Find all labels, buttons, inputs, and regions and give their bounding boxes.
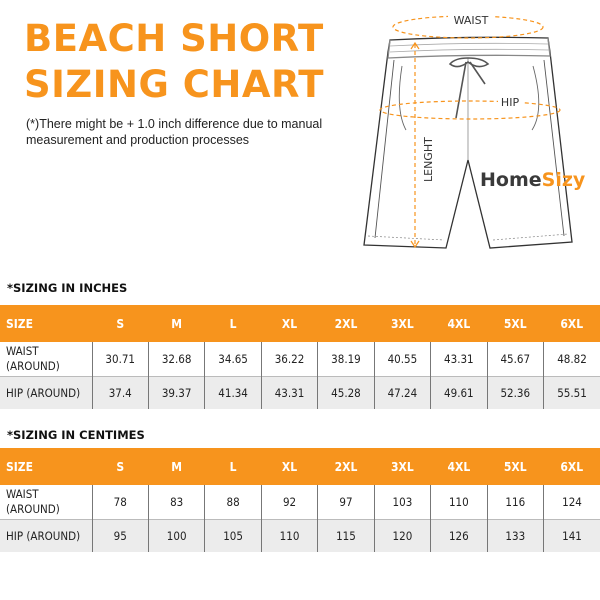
measurement-cell: 97 (317, 485, 375, 520)
measurement-cell: 110 (260, 519, 318, 552)
inches-heading: *SIZING IN INCHES (7, 281, 128, 295)
size-column-header: 5XL (487, 305, 544, 342)
size-column-header: 6XL (543, 305, 600, 342)
hip-label: HIP (501, 96, 520, 109)
measurement-cell: 41.34 (204, 376, 262, 409)
drawstring (448, 57, 490, 119)
measurement-cell: 38.19 (317, 342, 375, 377)
measurement-cell: 52.36 (486, 376, 544, 409)
size-column-header: S (92, 305, 149, 342)
size-header: SIZE (0, 305, 92, 342)
size-column-header: L (204, 448, 262, 485)
measurement-cell: 39.37 (147, 376, 205, 409)
row-label-line: HIP (AROUND) (6, 385, 81, 400)
measurement-cell: 116 (486, 485, 544, 520)
hip-row: HIP (AROUND) 37.4 39.37 41.34 43.31 45.28 47.2… (0, 376, 600, 409)
measurement-cell: 45.28 (317, 376, 375, 409)
measurement-cell: 92 (260, 485, 318, 520)
size-column-header: S (92, 448, 149, 485)
size-column-header: M (148, 305, 205, 342)
length-measure (410, 41, 420, 249)
measurement-cell: 49.61 (430, 376, 488, 409)
waist-row: WAIST (AROUND) 30.71 32.68 34.65 36.22 38.19 40… (0, 342, 600, 377)
measurement-cell: 48.82 (543, 342, 600, 377)
measurement-cell: 47.24 (373, 376, 431, 409)
measurement-cell: 45.67 (486, 342, 544, 377)
measurement-cell: 36.22 (260, 342, 318, 377)
measurement-cell: 100 (147, 519, 205, 552)
measurement-cell: 83 (147, 485, 205, 520)
title-line-1: BEACH SHORT (24, 17, 324, 60)
size-column-header: XL (261, 305, 318, 342)
header-row: SIZE S M L XL 2XL 3XL 4XL 5XL 6XL (0, 448, 600, 485)
measurement-cell: 55.51 (543, 376, 600, 409)
inches-table: SIZE S M L XL 2XL 3XL 4XL 5XL 6XL WAIST (AROUND) 30.… (0, 305, 600, 409)
measurement-cell: 43.31 (430, 342, 488, 377)
size-column-header: M (148, 448, 205, 485)
size-column-header: 2XL (317, 305, 375, 342)
row-label-line: WAIST (6, 344, 39, 358)
centimes-table: SIZE S M L XL 2XL 3XL 4XL 5XL 6XL WAIST (AROUND) 78 8… (0, 448, 600, 552)
row-label-line: (AROUND) (6, 502, 60, 516)
header-row: SIZE S M L XL 2XL 3XL 4XL 5XL 6XL (0, 305, 600, 342)
measurement-cell: 115 (317, 519, 375, 552)
size-column-header: 3XL (374, 305, 431, 342)
size-column-header: 4XL (430, 448, 488, 485)
waist-row: WAIST (AROUND) 78 83 88 92 97 103 110 116 124 (0, 485, 600, 520)
measurement-note: (*)There might be + 1.0 inch difference … (26, 117, 323, 147)
row-label: WAIST (AROUND) (0, 485, 92, 520)
size-header: SIZE (0, 448, 92, 485)
row-label-line: HIP (AROUND) (6, 528, 81, 543)
size-column-header: 2XL (317, 448, 375, 485)
page-title: BEACH SHORT SIZING CHART (24, 16, 324, 108)
measurement-cell: 34.65 (204, 342, 262, 377)
measurement-cell: 88 (204, 485, 262, 520)
measurement-cell: 141 (543, 519, 600, 552)
measurement-cell: 103 (373, 485, 431, 520)
length-label: LENGHT (422, 137, 435, 182)
measurement-cell: 124 (543, 485, 600, 520)
measurement-cell: 43.31 (260, 376, 318, 409)
measurement-cell: 120 (373, 519, 431, 552)
measurement-cell: 40.55 (373, 342, 431, 377)
row-label: HIP (AROUND) (0, 376, 92, 409)
size-column-header: XL (261, 448, 318, 485)
shorts-diagram: WAIST HIP LENGHT HomeSizy (363, 13, 586, 249)
shorts-outline (363, 36, 573, 249)
measurement-cell: 37.4 (91, 376, 149, 409)
measurement-cell: 30.71 (91, 342, 149, 377)
hip-row: HIP (AROUND) 95 100 105 110 115 120 126 133 141 (0, 519, 600, 552)
measurement-cell: 133 (486, 519, 544, 552)
size-column-header: 5XL (487, 448, 544, 485)
row-label-line: WAIST (6, 487, 39, 501)
row-label-line: (AROUND) (6, 359, 60, 373)
size-column-header: L (204, 305, 262, 342)
homesizy-logo: HomeSizy (480, 169, 586, 191)
row-label: WAIST (AROUND) (0, 342, 92, 377)
centimes-heading: *SIZING IN CENTIMES (7, 428, 145, 442)
measurement-cell: 110 (430, 485, 488, 520)
size-column-header: 4XL (430, 305, 488, 342)
measurement-cell: 105 (204, 519, 262, 552)
waist-label: WAIST (454, 14, 489, 27)
hip-measure (379, 100, 561, 120)
measurement-cell: 126 (430, 519, 488, 552)
row-label: HIP (AROUND) (0, 519, 92, 552)
title-line-2: SIZING CHART (24, 63, 325, 106)
measurement-cell: 78 (91, 485, 149, 520)
size-column-header: 6XL (543, 448, 600, 485)
measurement-cell: 95 (91, 519, 149, 552)
size-column-header: 3XL (374, 448, 431, 485)
measurement-cell: 32.68 (147, 342, 205, 377)
